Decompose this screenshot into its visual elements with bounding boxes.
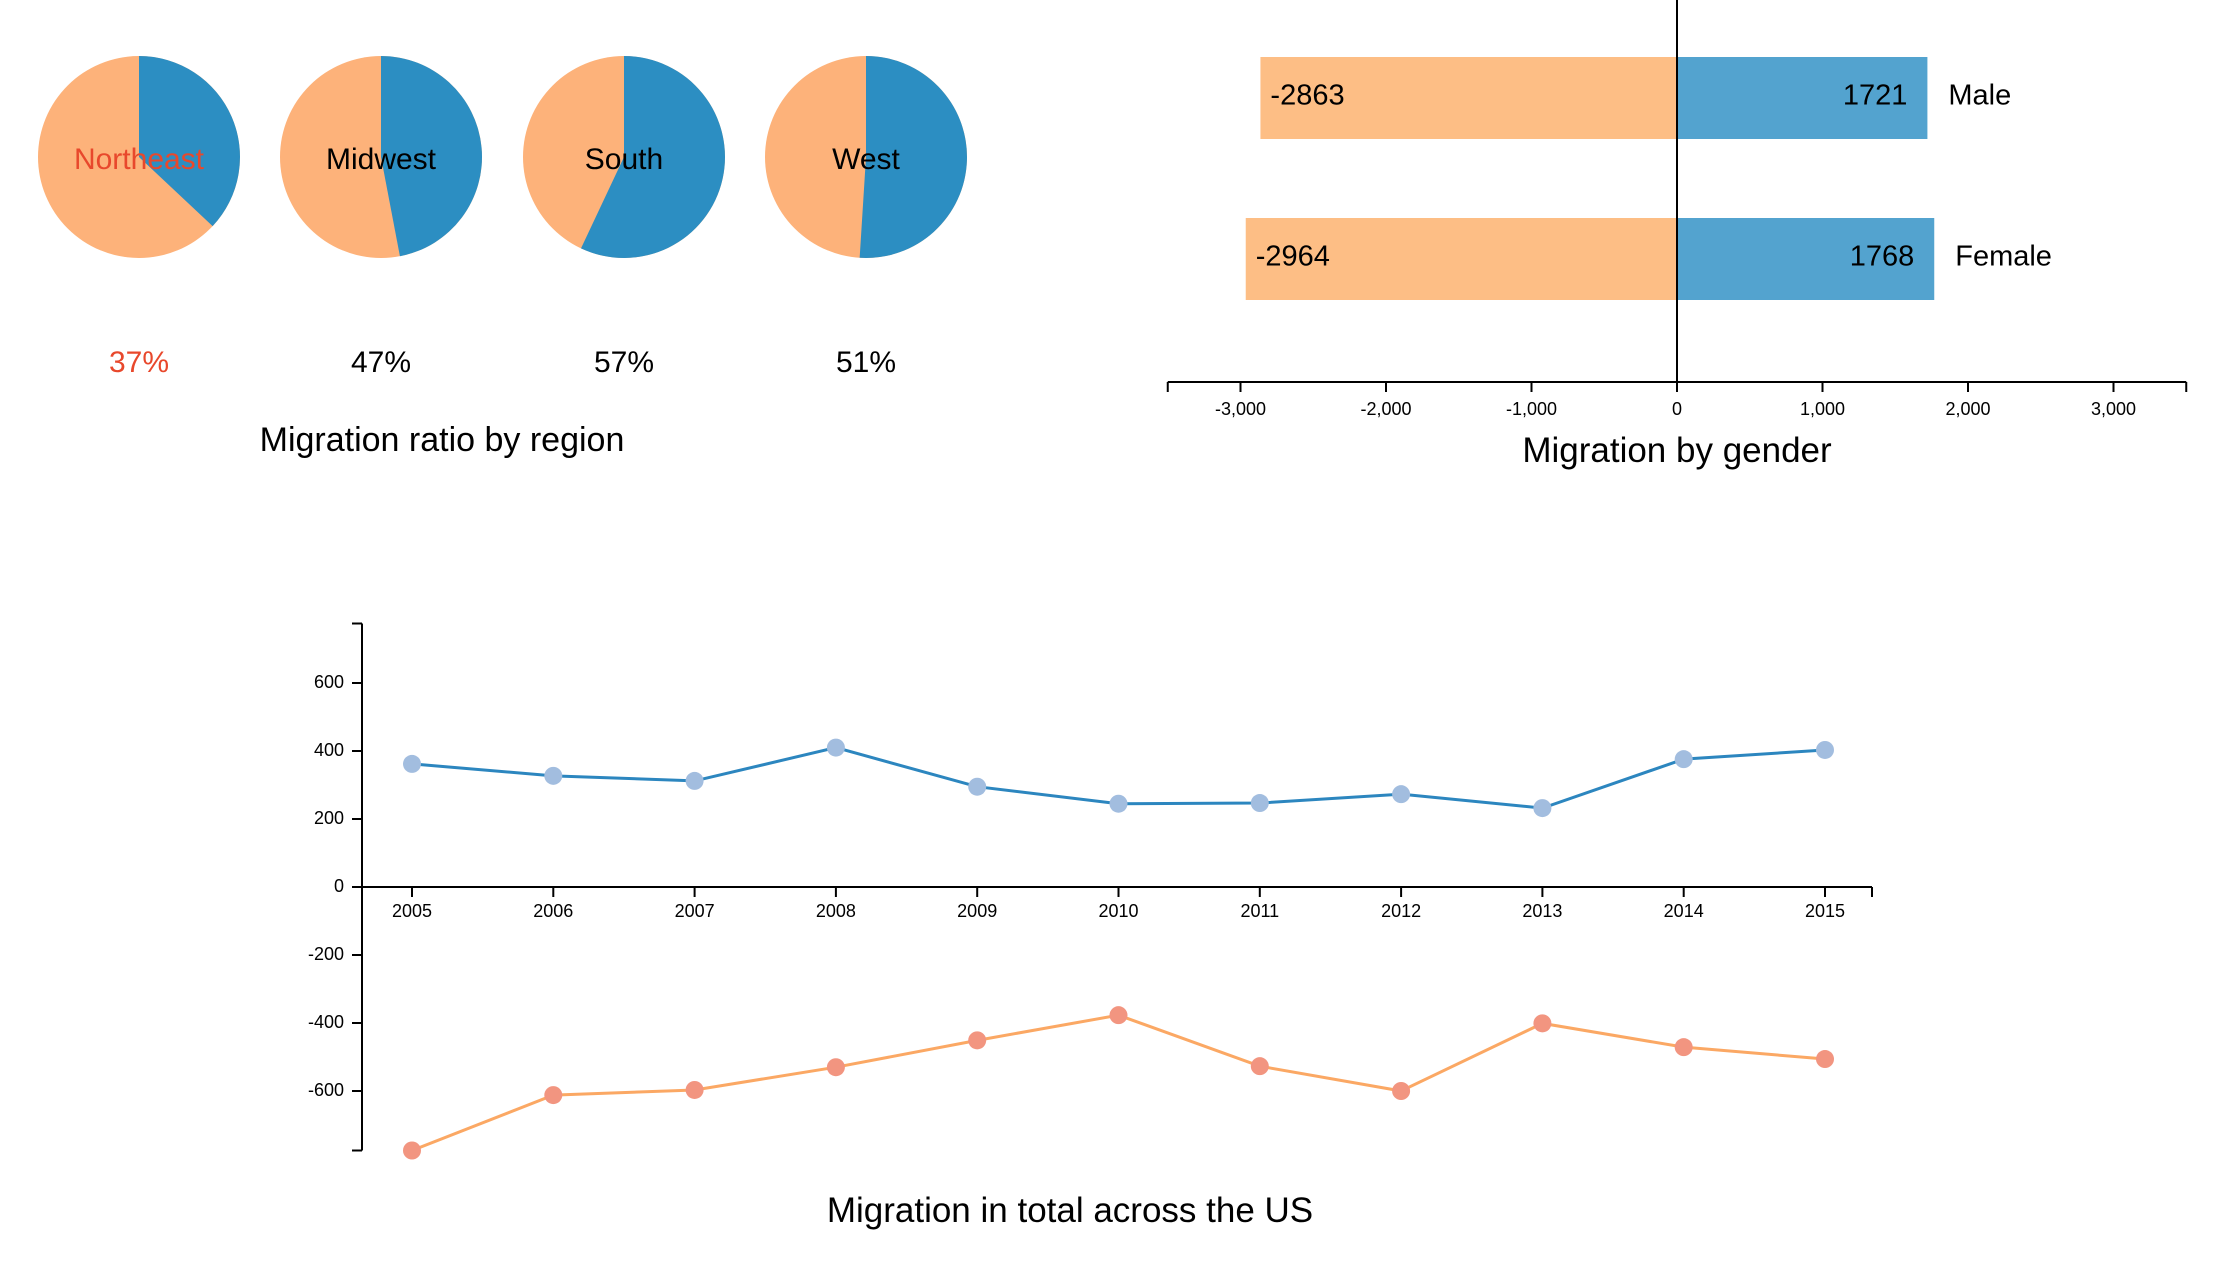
bar-x-tick-label: 1,000 [1800, 399, 1845, 419]
bar-value-label: 1768 [1850, 241, 1915, 273]
line-x-tick-label: 2006 [533, 901, 573, 921]
data-point-inflow [1674, 750, 1693, 769]
pie-percent: 57% [594, 346, 654, 379]
line-y-tick-label: 200 [314, 808, 344, 828]
data-point-inflow [1392, 785, 1411, 804]
line-chart-title: Migration in total across the US [827, 1191, 1313, 1230]
bar-chart-title: Migration by gender [1522, 431, 1832, 470]
data-point-inflow [1816, 740, 1834, 759]
data-point-outflow [968, 1031, 987, 1050]
data-point-outflow [1533, 1014, 1552, 1033]
pie-label: Midwest [326, 143, 437, 176]
pie-slice-value [580, 56, 725, 258]
data-point-outflow [1392, 1082, 1411, 1100]
data-point-outflow [544, 1086, 563, 1105]
bar-positive-male [1677, 57, 1928, 139]
data-point-outflow [1674, 1038, 1693, 1057]
pie-label: Northeast [74, 143, 205, 176]
data-point-outflow [1109, 1006, 1128, 1025]
bar-x-tick-label: 3,000 [2091, 399, 2136, 419]
pie-percent: 47% [351, 346, 411, 379]
data-point-inflow [1250, 794, 1269, 813]
pie-chart-title: Migration ratio by region [260, 421, 625, 459]
series-line-outflow [411, 1013, 1826, 1152]
data-point-inflow [403, 754, 421, 773]
region-pie-charts: Northeast 37% Midwest 47% South 57% West 51% [38, 56, 968, 379]
data-point-inflow [685, 771, 704, 790]
line-x-tick-label: 2008 [816, 901, 856, 921]
data-point-inflow [1533, 799, 1552, 818]
pie-northeast: Northeast 37% [38, 56, 240, 379]
line-y-tick-label: -200 [308, 944, 344, 964]
line-x-tick-label: 2013 [1522, 901, 1562, 921]
bar-category-label: Male [1948, 80, 2011, 112]
line-x-tick-label: 2014 [1664, 901, 1704, 921]
pie-percent: 51% [836, 346, 896, 379]
line-x-tick-label: 2012 [1381, 901, 1421, 921]
pie-west: West 51% [765, 56, 968, 379]
data-point-outflow [1250, 1057, 1269, 1076]
bar-negative-male [1260, 57, 1677, 139]
line-x-tick-label: 2011 [1240, 901, 1279, 921]
bar-negative-female [1245, 218, 1677, 300]
pie-slice-value [139, 56, 240, 227]
data-point-inflow [826, 738, 845, 757]
line-x-tick-label: 2005 [392, 901, 432, 921]
line-x-tick-label: 2009 [957, 901, 997, 921]
pie-midwest: Midwest 47% [280, 56, 482, 379]
bar-x-tick-label: -3,000 [1215, 399, 1266, 419]
line-y-tick-label: -400 [308, 1012, 344, 1032]
line-x-tick-label: 2007 [675, 901, 715, 921]
pie-south: South 57% [523, 56, 725, 379]
bar-category-label: Female [1955, 241, 2052, 273]
pie-label: West [832, 143, 900, 176]
data-point-inflow [1109, 794, 1128, 813]
data-point-inflow [968, 777, 987, 796]
bar-value-label: -2863 [1270, 80, 1344, 112]
pie-percent: 37% [109, 346, 169, 379]
data-point-outflow [403, 1141, 421, 1160]
line-x-tick-label: 2010 [1098, 901, 1138, 921]
pie-slice-value [859, 56, 968, 258]
data-point-outflow [1816, 1050, 1834, 1069]
pie-label: South [585, 143, 663, 176]
data-point-outflow [826, 1058, 845, 1077]
total-line-chart: -600 -400 -200 0 200 400 600 2005 2006 2007 2008 20… [308, 622, 1873, 1160]
gender-bar-chart: -2863 1721 Male -2964 1768 Female -3,000 -2,000… [1166, 0, 2188, 419]
bar-x-tick-label: 0 [1672, 399, 1682, 419]
data-point-inflow [544, 766, 563, 785]
bar-positive-female [1677, 218, 1935, 300]
line-y-tick-label: -600 [308, 1080, 344, 1100]
bar-x-tick-label: -2,000 [1360, 399, 1411, 419]
line-y-tick-label: 600 [314, 672, 344, 692]
data-point-outflow [685, 1080, 704, 1099]
bar-x-tick-label: 2,000 [1945, 399, 1990, 419]
line-y-tick-label: 0 [334, 876, 344, 896]
bar-value-label: 1721 [1843, 80, 1908, 112]
bar-x-tick-label: -1,000 [1506, 399, 1557, 419]
pie-slice-value [381, 56, 482, 257]
line-y-tick-label: 400 [314, 740, 344, 760]
line-x-tick-label: 2015 [1805, 901, 1845, 921]
bar-value-label: -2964 [1256, 241, 1330, 273]
